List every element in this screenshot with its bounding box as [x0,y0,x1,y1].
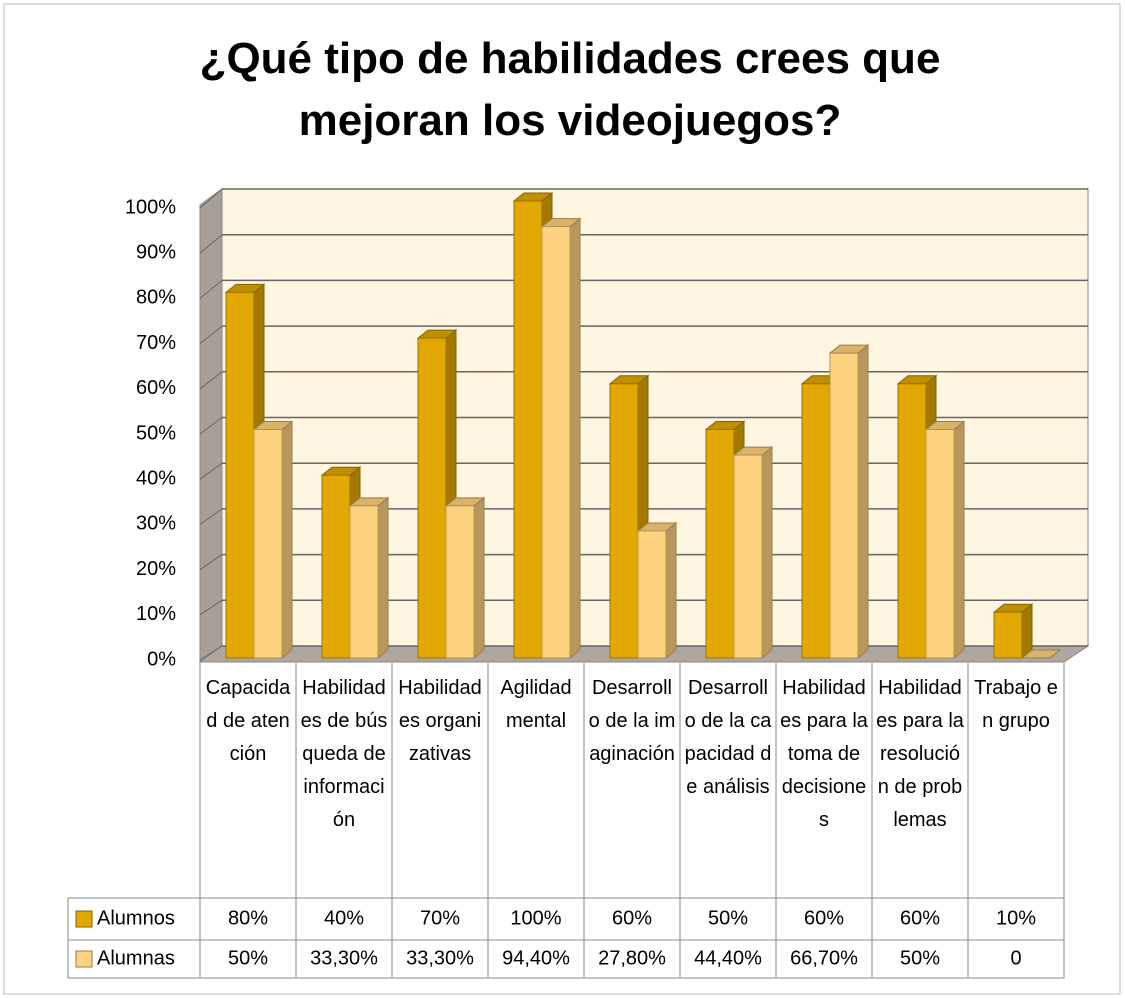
table-value: 33,30% [310,947,378,969]
bar-front [801,383,831,659]
y-tick-label: 30% [136,513,176,535]
bar-front [733,454,763,659]
grid-line-side [199,371,223,390]
table-value: 50% [900,947,940,969]
y-tick-label: 10% [136,603,176,625]
bar-front [445,505,475,659]
x-tick-label: Capacidad de atención [205,677,291,765]
legend-label: Alumnos [97,907,175,929]
bar-front [349,505,379,659]
table-value: 10% [996,907,1036,929]
y-tick-label: 70% [136,332,176,354]
bar-side [473,496,485,660]
table-value: 44,40% [694,947,762,969]
table-value: 27,80% [598,947,666,969]
y-tick-label: 40% [136,467,176,489]
bar-front [897,383,927,659]
bar-front [541,226,571,659]
x-tick-label: Habilidades de búsqueda de información [300,677,388,831]
bar-front [253,429,283,659]
bar-side [953,420,965,660]
x-tick-label: Desarrollo de la capacidad de análisis [684,677,772,798]
bar [252,420,294,660]
grid-line-side [199,188,223,209]
x-tick-label: Habilidades para la resolución de proble… [876,677,964,831]
y-tick-label: 60% [136,377,176,399]
bar-side [857,344,869,660]
bar-side [665,521,677,660]
grid-line-side [199,645,223,661]
bar-side [761,446,773,660]
bar [348,496,390,660]
table-value: 100% [510,907,561,929]
bar-side [1021,603,1033,660]
table-value: 94,40% [502,947,570,969]
y-tick-label: 0% [147,648,176,670]
y-tick-label: 20% [136,558,176,580]
bar-front [609,383,639,659]
bar-front [417,337,447,659]
y-tick-label: 80% [136,287,176,309]
bar-side [377,496,389,660]
y-tick-label: 90% [136,241,176,263]
bar [924,420,966,660]
bar-front [225,291,255,659]
table-value: 70% [420,907,460,929]
bar [540,217,582,660]
x-tick-label: Desarrollo de la imaginación [588,677,676,765]
table-value: 50% [708,907,748,929]
bar-front [829,352,859,659]
bar-front [637,530,667,659]
bar [636,521,678,660]
y-tick-label: 100% [125,196,176,218]
bar-side [281,420,293,660]
table-value: 50% [228,947,268,969]
grid-line-side [199,325,223,344]
x-tick-label: Agilidad mental [500,677,572,732]
bar [732,446,774,660]
table-value: 40% [324,907,364,929]
bar [828,344,870,660]
legend-label: Alumnas [97,947,175,969]
grid-line-side [199,280,223,299]
frame [3,3,1121,995]
bar-front [705,429,735,659]
grid-line-side [199,599,223,616]
grid-line-side [199,554,223,571]
x-tick-label: Habilidades organizativas [398,677,482,765]
table-value: 66,70% [790,947,858,969]
grid-line-side [199,234,223,254]
x-tick-label: Trabajo en grupo [974,677,1058,732]
x-tick-label: Habilidades para la toma de decisiones [780,677,868,831]
bar-front [513,200,543,659]
bar [1020,649,1062,659]
bar-front [925,429,955,659]
grid-line-side [199,417,223,435]
bar-front [993,611,1023,659]
legend-swatch [75,910,93,928]
grid-line-side [199,462,223,480]
bar-side [569,217,581,660]
table-value: 33,30% [406,947,474,969]
chart-title: ¿Qué tipo de habilidades crees que mejor… [199,34,941,145]
table-value: 80% [228,907,268,929]
y-tick-label: 50% [136,422,176,444]
bar-top [1020,649,1062,659]
legend-swatch [75,950,93,968]
grid-line-side [199,508,223,525]
bar-front [321,474,351,659]
bar [992,603,1034,660]
table-value: 60% [804,907,844,929]
bar [444,496,486,660]
table-value: 0 [1010,947,1021,969]
table-value: 60% [612,907,652,929]
table-value: 60% [900,907,940,929]
